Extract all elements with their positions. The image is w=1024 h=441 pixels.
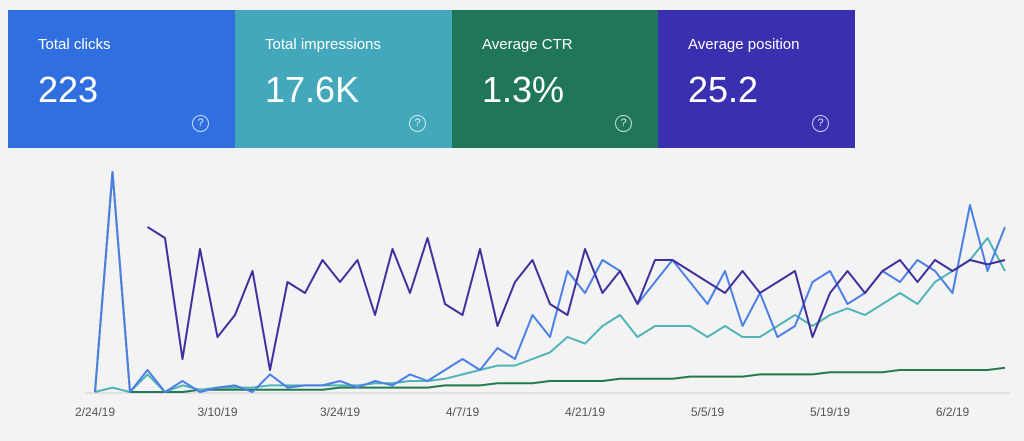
metric-card[interactable]: Average position 25.2? [658, 10, 855, 148]
metric-value: 17.6K [265, 69, 360, 110]
x-tick-label: 5/19/19 [810, 405, 850, 419]
metric-value: 25.2 [688, 69, 759, 110]
x-tick-label: 3/10/19 [197, 405, 237, 419]
metric-label: Total clicks [38, 36, 111, 53]
metric-label: Average CTR [482, 36, 573, 53]
series-line [146, 226, 1006, 371]
metric-value: 223 [38, 69, 99, 110]
metric-cards: Total clicks 223? Total impressions 17.6K? A… [8, 10, 855, 148]
x-tick-label: 5/5/19 [691, 405, 725, 419]
x-tick-label: 2/24/19 [75, 405, 115, 419]
metric-value: 1.3% [482, 69, 565, 110]
x-tick-label: 3/24/19 [320, 405, 360, 419]
series-line [94, 171, 1006, 393]
x-tick-label: 6/2/19 [936, 405, 970, 419]
help-icon[interactable]: ? [812, 115, 829, 132]
x-tick-label: 4/21/19 [565, 405, 605, 419]
metric-label: Average position [688, 36, 800, 53]
help-icon[interactable]: ? [192, 115, 209, 132]
metric-label: Total impressions [265, 36, 381, 53]
help-icon[interactable]: ? [615, 115, 632, 132]
series-line [94, 171, 1006, 393]
help-icon[interactable]: ? [409, 115, 426, 132]
metric-card[interactable]: Total impressions 17.6K? [235, 10, 452, 148]
metric-card[interactable]: Total clicks 223? [8, 10, 235, 148]
series-line [94, 237, 1006, 393]
metric-card[interactable]: Average CTR 1.3%? [452, 10, 658, 148]
x-tick-label: 4/7/19 [446, 405, 480, 419]
